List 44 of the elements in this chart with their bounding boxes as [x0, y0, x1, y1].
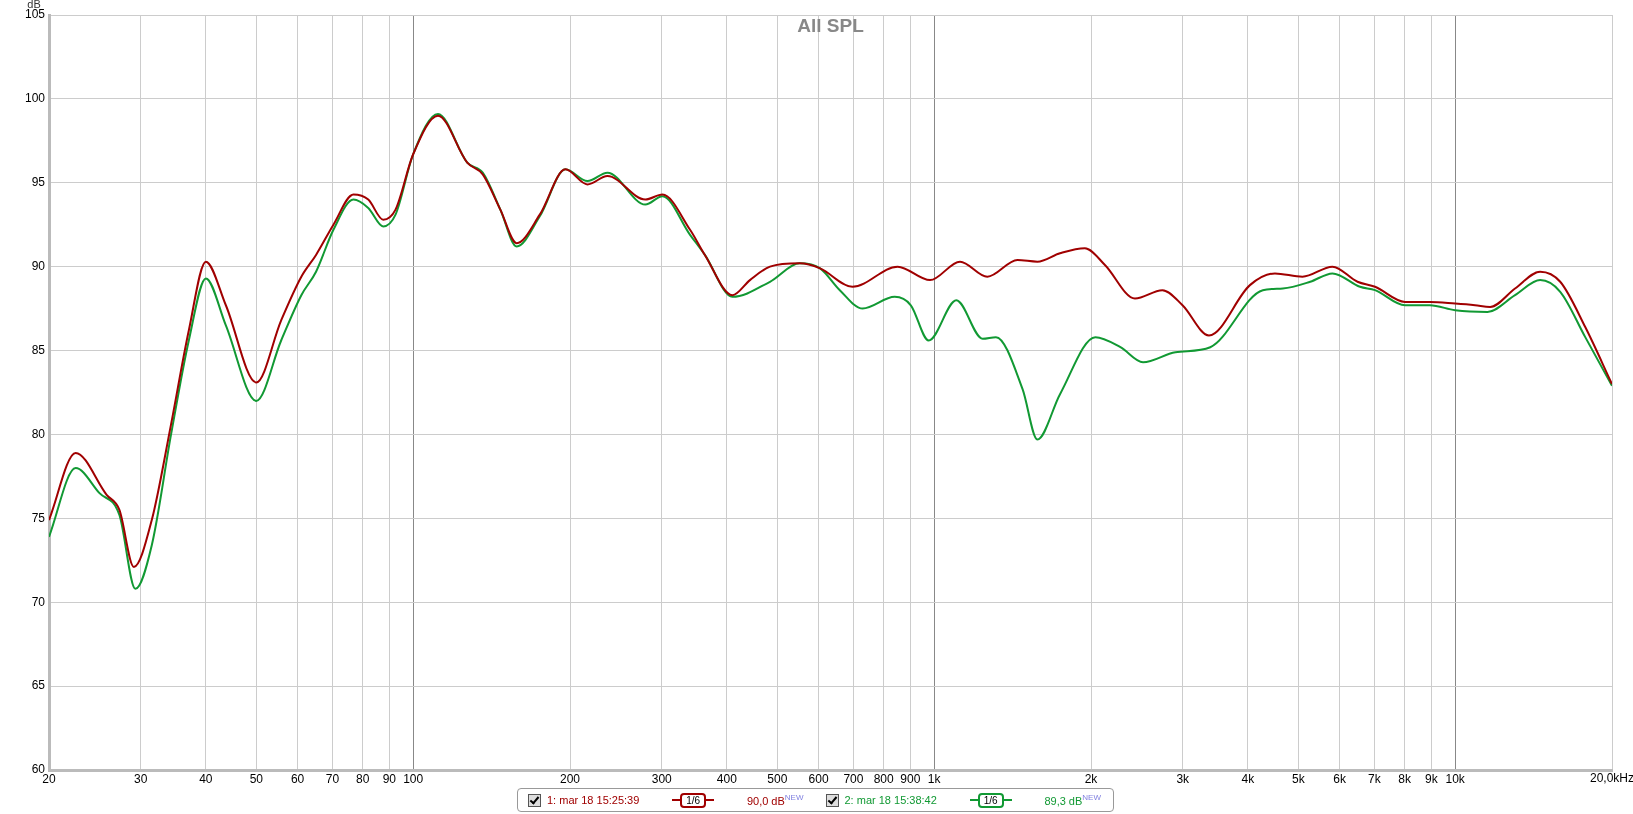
y-tick-label: 85	[31, 342, 46, 357]
x-tick-label: 9k	[1424, 771, 1439, 786]
y-tick-label: 70	[31, 594, 46, 609]
x-tick-label: 6k	[1333, 771, 1347, 786]
y-axis-title: dB	[27, 0, 41, 10]
x-tick-label: 400	[716, 771, 738, 786]
y-tick-label: 90	[31, 258, 46, 273]
x-tick-label: 200	[559, 771, 581, 786]
x-tick-label: 3k	[1176, 771, 1191, 786]
text: 89,3 dB$^{NEW}$	[1044, 793, 1101, 807]
text: 1: mar 18 15:25:39	[547, 794, 640, 806]
y-tick-label: 95	[31, 175, 46, 190]
x-tick-label: 70	[325, 771, 340, 786]
text: 1/6	[680, 792, 707, 808]
y-tick-label: 105	[24, 7, 46, 22]
x-tick-label: 500	[767, 771, 788, 786]
x-tick-label: 30	[134, 771, 148, 786]
text: 1/6	[977, 792, 1004, 808]
x-tick-label: 600	[808, 771, 829, 786]
x-tick-label: 100	[403, 771, 424, 786]
x-tick-label: 10k	[1445, 771, 1466, 786]
x-tick-label: 80	[355, 771, 370, 786]
x-tick-label: 2k	[1084, 771, 1099, 786]
x-tick-label: 700	[843, 771, 864, 786]
y-tick-label: 65	[31, 678, 46, 693]
x-tick-label: 40	[199, 771, 213, 786]
y-tick-label: 75	[31, 510, 46, 525]
x-tick-label: 8k	[1398, 771, 1412, 786]
x-tick-label: 900	[900, 771, 921, 786]
x-axis-title: 20,0kHz	[1589, 771, 1633, 786]
text: 2: mar 18 15:38:42	[844, 794, 937, 806]
x-tick-label: 1k	[927, 771, 942, 786]
chart-title: All SPL	[797, 14, 865, 36]
x-tick-label: 7k	[1368, 771, 1382, 786]
x-tick-label: 50	[249, 771, 264, 786]
y-tick-label: 100	[24, 91, 46, 106]
x-tick-label: 4k	[1241, 771, 1256, 786]
y-tick-label: 80	[31, 426, 46, 441]
x-tick-label: 90	[382, 771, 397, 786]
x-tick-label: 60	[290, 771, 305, 786]
x-tick-label: 300	[651, 771, 673, 786]
text: 90,0 dB$^{NEW}$	[746, 793, 804, 807]
x-tick-label: 800	[873, 771, 895, 786]
x-tick-label: 5k	[1291, 771, 1306, 786]
